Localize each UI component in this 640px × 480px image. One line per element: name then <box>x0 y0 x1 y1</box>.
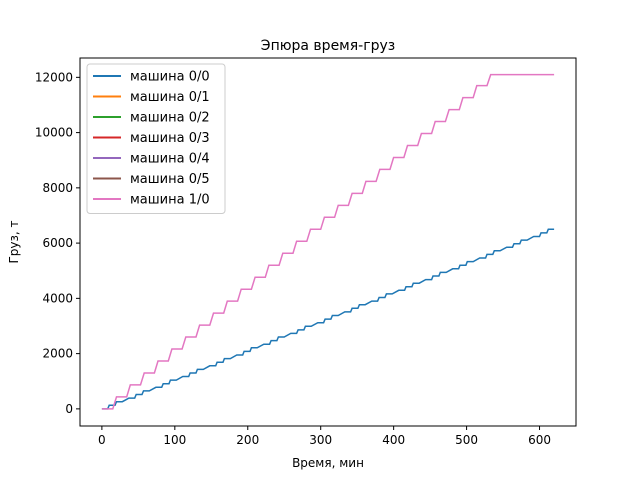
x-tick-label: 500 <box>455 433 478 447</box>
legend: машина 0/0 машина 0/1 машина 0/2 машина 0/3… <box>86 63 226 214</box>
axes-frame <box>79 57 577 427</box>
plot-area <box>101 73 555 410</box>
series-line-0 <box>101 228 555 410</box>
x-tick-label: 400 <box>382 433 405 447</box>
legend-entry-label: машина 0/4 <box>130 152 210 167</box>
y-axis: 0 2000 4000 6000 8000 10000 12000 <box>35 70 80 416</box>
y-tick-label: 12000 <box>35 70 73 84</box>
x-tick-label: 100 <box>163 433 186 447</box>
x-tick-label: 300 <box>309 433 332 447</box>
y-tick-label: 10000 <box>35 126 73 140</box>
y-axis-label: Груз, т <box>7 220 21 263</box>
series-line-6 <box>101 73 555 410</box>
x-tick-label: 0 <box>98 433 106 447</box>
chart-title: Эпюра время-груз <box>261 38 395 54</box>
legend-entry-label: машина 0/2 <box>130 111 210 126</box>
x-tick-label: 200 <box>236 433 259 447</box>
legend-entry-label: машина 1/0 <box>130 193 210 208</box>
y-tick-label: 4000 <box>42 291 73 305</box>
x-axis-label: Время, мин <box>292 456 364 470</box>
y-tick-label: 2000 <box>42 347 73 361</box>
y-tick-label: 8000 <box>42 181 73 195</box>
legend-entry-label: машина 0/3 <box>130 131 210 146</box>
legend-entry-label: машина 0/1 <box>130 90 210 105</box>
legend-entry-label: машина 0/0 <box>130 70 210 85</box>
x-axis: 0 100 200 300 400 500 600 <box>98 426 551 447</box>
x-tick-label: 600 <box>528 433 551 447</box>
y-tick-label: 0 <box>65 402 73 416</box>
legend-entry-label: машина 0/5 <box>130 172 210 187</box>
y-tick-label: 6000 <box>42 236 73 250</box>
legend-box <box>86 63 226 214</box>
